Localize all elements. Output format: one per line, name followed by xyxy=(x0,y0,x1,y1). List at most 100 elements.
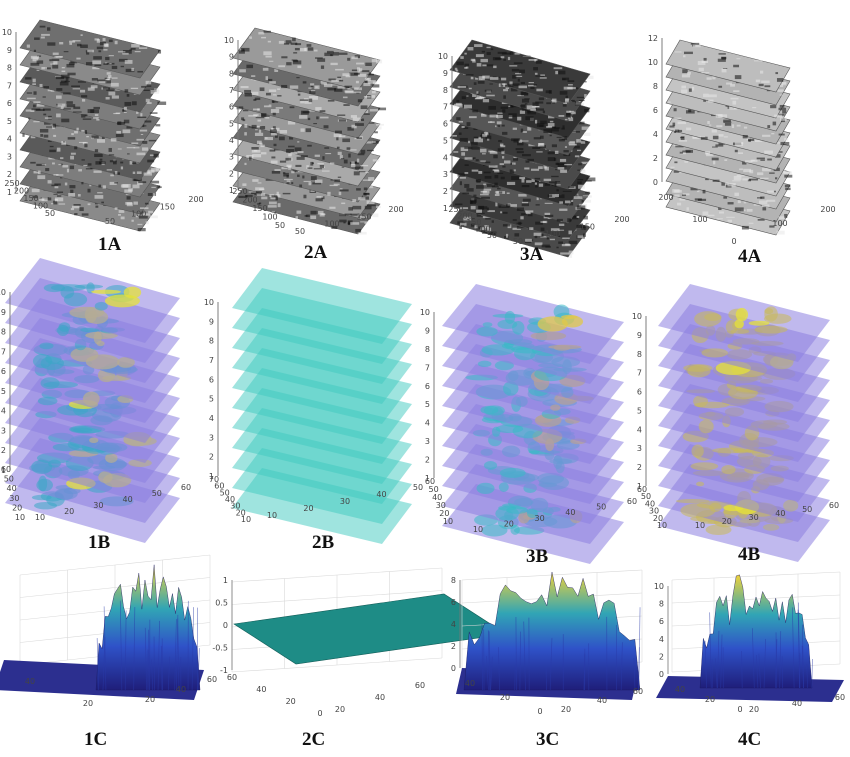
texture-speck xyxy=(31,108,41,111)
surface-ridge xyxy=(545,667,547,691)
texture-speck xyxy=(749,178,759,181)
texture-speck xyxy=(549,126,557,128)
surface-ridge xyxy=(763,638,767,689)
surface-ridge xyxy=(177,618,180,691)
x-axis-tick: 100 xyxy=(772,219,787,228)
texture-speck xyxy=(274,135,278,138)
texture-speck xyxy=(576,224,586,228)
texture-speck xyxy=(300,155,308,158)
texture-speck xyxy=(99,161,106,165)
texture-speck xyxy=(252,154,262,158)
texture-speck xyxy=(568,142,575,145)
texture-speck xyxy=(158,49,162,54)
texture-speck xyxy=(103,63,108,65)
texture-speck xyxy=(748,138,755,141)
texture-speck xyxy=(755,79,761,83)
texture-speck xyxy=(752,106,757,109)
texture-speck xyxy=(522,131,527,133)
x-axis-tick: 20 xyxy=(749,705,759,714)
texture-speck xyxy=(535,60,542,64)
texture-speck xyxy=(155,124,161,127)
texture-speck xyxy=(93,117,99,119)
texture-speck xyxy=(572,145,580,149)
texture-speck xyxy=(533,84,537,86)
texture-speck xyxy=(475,54,484,58)
texture-speck xyxy=(762,168,771,172)
texture-speck xyxy=(270,160,278,164)
z-axis-tick: 7 xyxy=(229,86,234,95)
activation-patch xyxy=(43,283,66,293)
texture-speck xyxy=(727,202,734,205)
texture-speck xyxy=(506,192,510,195)
texture-speck xyxy=(534,177,541,180)
z-axis-tick: 9 xyxy=(209,317,214,326)
texture-speck xyxy=(368,185,374,189)
activation-patch xyxy=(57,324,69,336)
texture-speck xyxy=(98,81,108,83)
surface-ridge xyxy=(102,637,106,691)
z-axis-tick: 6 xyxy=(443,120,448,129)
texture-speck xyxy=(40,134,44,137)
texture-speck xyxy=(67,72,76,76)
texture-speck xyxy=(56,95,62,99)
texture-speck xyxy=(113,161,117,165)
activation-patch xyxy=(680,503,716,518)
texture-speck xyxy=(292,37,296,42)
z-axis-tick: 9 xyxy=(1,308,6,317)
texture-speck xyxy=(62,165,69,168)
texture-speck xyxy=(565,98,570,101)
texture-speck xyxy=(263,51,272,56)
texture-speck xyxy=(472,93,477,98)
texture-speck xyxy=(502,109,506,113)
texture-speck xyxy=(492,169,499,171)
texture-speck xyxy=(705,178,709,181)
texture-speck xyxy=(459,207,469,210)
texture-speck xyxy=(241,117,245,121)
texture-speck xyxy=(282,172,286,174)
texture-speck xyxy=(326,50,334,54)
surface-ridge xyxy=(811,659,813,689)
texture-speck xyxy=(49,145,54,148)
texture-speck xyxy=(292,60,302,65)
texture-speck xyxy=(583,233,586,237)
z-axis-tick: 8 xyxy=(425,345,430,354)
texture-speck xyxy=(732,100,737,105)
texture-speck xyxy=(297,174,300,177)
texture-speck xyxy=(47,180,52,184)
texture-speck xyxy=(108,39,113,43)
texture-speck xyxy=(778,216,785,220)
texture-speck xyxy=(269,129,277,133)
texture-speck xyxy=(543,129,553,134)
z-axis-tick: 7 xyxy=(443,103,448,112)
texture-speck xyxy=(84,143,88,148)
texture-speck xyxy=(319,110,326,113)
texture-speck xyxy=(481,50,486,53)
texture-speck xyxy=(509,65,518,67)
texture-speck xyxy=(313,123,317,125)
texture-speck xyxy=(108,147,112,152)
texture-speck xyxy=(63,92,71,95)
texture-speck xyxy=(773,190,776,193)
texture-speck xyxy=(352,117,361,122)
texture-speck xyxy=(254,194,257,196)
z-axis-tick: 9 xyxy=(637,331,642,340)
texture-speck xyxy=(784,174,793,178)
z-axis-tick: 2 xyxy=(229,169,234,178)
texture-speck xyxy=(482,153,486,155)
texture-speck xyxy=(588,75,594,80)
texture-speck xyxy=(453,151,459,153)
texture-speck xyxy=(552,102,556,104)
texture-speck xyxy=(255,187,264,191)
texture-speck xyxy=(81,159,85,161)
texture-speck xyxy=(338,79,344,82)
texture-speck xyxy=(68,62,75,65)
texture-speck xyxy=(462,192,470,195)
texture-speck xyxy=(81,181,84,185)
texture-speck xyxy=(339,188,343,190)
texture-speck xyxy=(467,47,474,51)
texture-speck xyxy=(496,114,503,119)
texture-speck xyxy=(131,67,135,72)
texture-speck xyxy=(32,78,36,83)
surface-ridge xyxy=(704,640,707,689)
activation-patch xyxy=(698,419,714,434)
